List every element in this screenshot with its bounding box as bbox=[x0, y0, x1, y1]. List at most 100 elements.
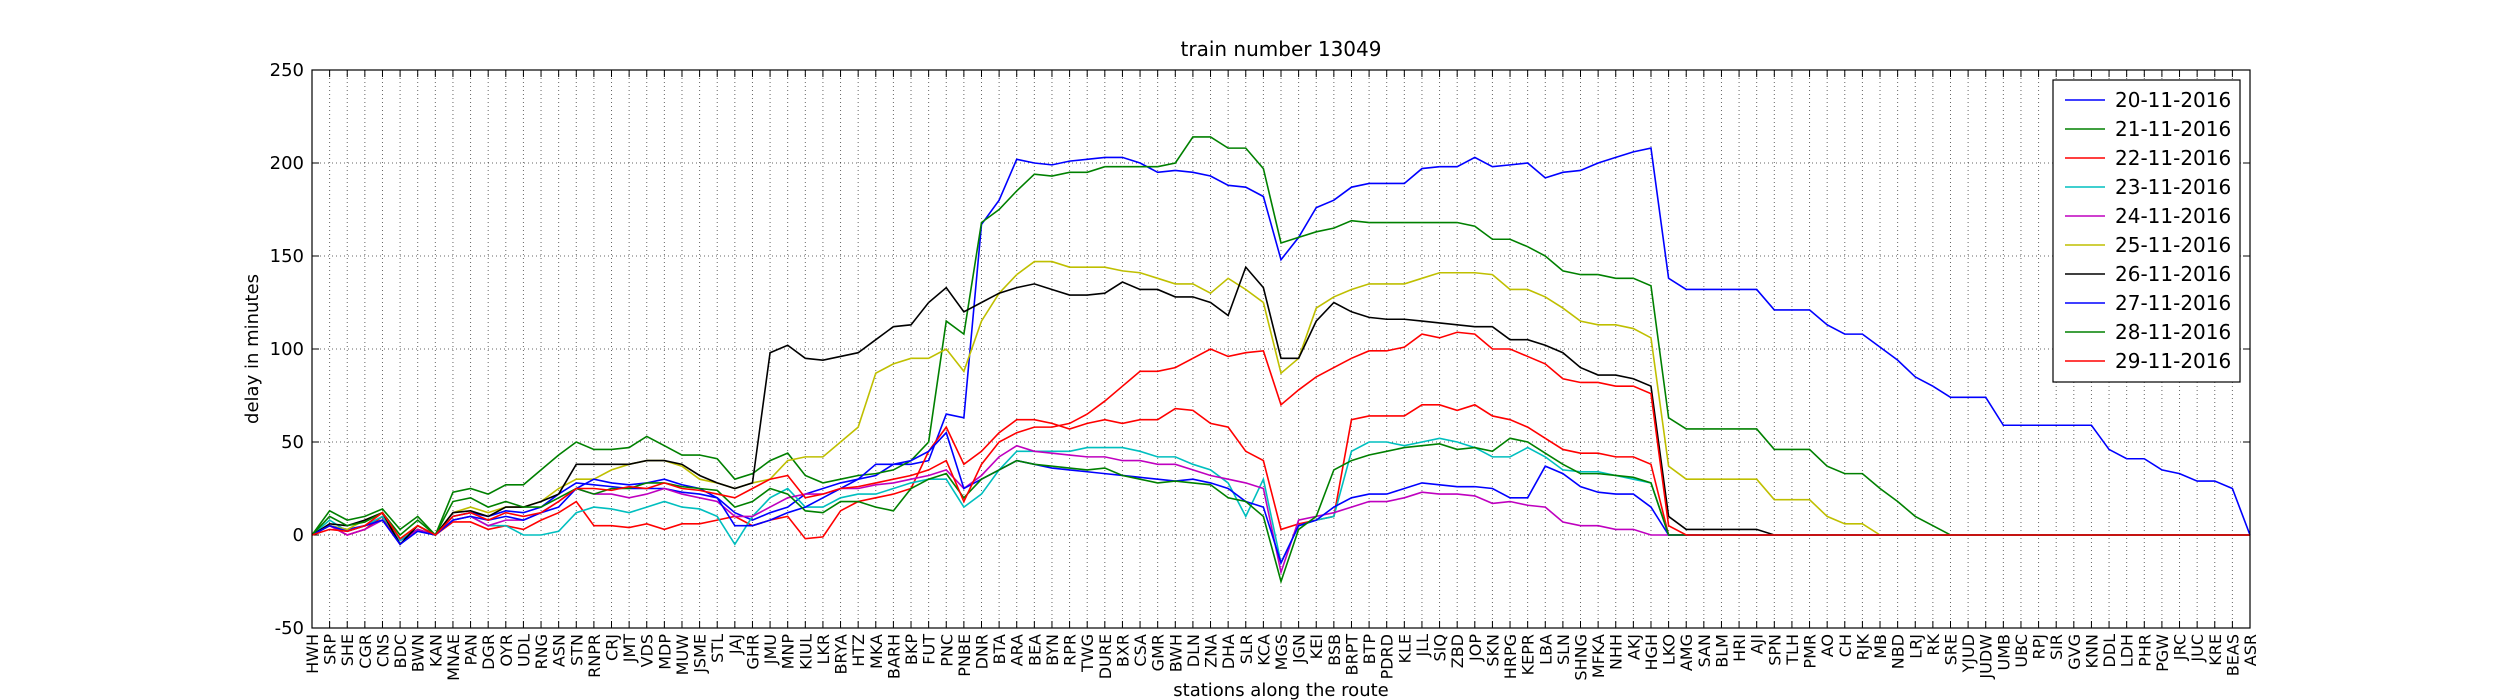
x-tick-label: PAN bbox=[462, 634, 481, 666]
x-tick-label: DGR bbox=[479, 634, 498, 670]
x-tick-label: LBA bbox=[1536, 634, 1555, 665]
x-tick-label: HRPG bbox=[1501, 634, 1520, 679]
legend-label: 20-11-2016 bbox=[2115, 88, 2231, 112]
x-tick-label: BRYA bbox=[832, 634, 851, 675]
x-tick-label: SHE bbox=[338, 634, 357, 666]
y-tick-label: 0 bbox=[293, 525, 304, 546]
legend-label: 21-11-2016 bbox=[2115, 117, 2231, 141]
x-tick-label: KLE bbox=[1395, 634, 1414, 664]
x-tick-label: KIUL bbox=[796, 634, 815, 670]
x-tick-label: BEA bbox=[1025, 634, 1044, 666]
x-tick-label: SHNG bbox=[1572, 634, 1591, 681]
x-tick-label: BSB bbox=[1325, 634, 1344, 666]
x-tick-label: JUC bbox=[2188, 634, 2207, 663]
x-axis-label: stations along the route bbox=[1173, 680, 1388, 700]
x-tick-label: BYN bbox=[1043, 634, 1062, 666]
x-tick-label: DDL bbox=[2100, 634, 2119, 668]
x-tick-label: DURE bbox=[1096, 634, 1115, 679]
series-line bbox=[311, 136, 2250, 537]
x-tick-label: NHH bbox=[1607, 634, 1626, 670]
x-tick-label: CNS bbox=[373, 634, 392, 667]
x-tick-label: KEI bbox=[1307, 634, 1326, 659]
x-tick-label: LDH bbox=[2118, 634, 2137, 667]
x-tick-label: TLH bbox=[1783, 634, 1802, 666]
x-tick-label: HTZ bbox=[849, 634, 868, 667]
y-tick-label: -50 bbox=[275, 618, 304, 639]
x-tick-label: SLR bbox=[1237, 634, 1256, 664]
x-tick-label: UMB bbox=[1994, 634, 2013, 671]
x-tick-label: GHR bbox=[743, 634, 762, 670]
x-tick-label: DNR bbox=[972, 634, 991, 669]
x-tick-label: MNAE bbox=[444, 634, 463, 681]
x-tick-label: JOP bbox=[1466, 634, 1485, 662]
x-tick-label: JGN bbox=[1290, 634, 1309, 664]
x-tick-label: RPR bbox=[1061, 634, 1080, 666]
x-tick-label: CH bbox=[1836, 634, 1855, 657]
x-tick-label: CGR bbox=[356, 634, 375, 669]
x-tick-label: KRE bbox=[2206, 634, 2225, 666]
x-tick-label: LKR bbox=[814, 634, 833, 665]
x-tick-label: PMR bbox=[1801, 634, 1820, 669]
x-tick-label: ZNA bbox=[1202, 634, 1221, 668]
x-tick-label: DHA bbox=[1219, 634, 1238, 669]
x-tick-label: MFKA bbox=[1589, 634, 1608, 678]
x-tick-label: UDL bbox=[514, 634, 533, 667]
x-tick-label: MDP bbox=[655, 634, 674, 670]
x-tick-label: FUT bbox=[920, 634, 939, 665]
x-tick-label: TWG bbox=[1078, 634, 1097, 673]
x-tick-label: NBD bbox=[1889, 634, 1908, 669]
x-tick-label: PHR bbox=[2135, 634, 2154, 667]
x-tick-label: JSME bbox=[691, 634, 710, 674]
y-axis-label: delay in minutes bbox=[242, 274, 263, 424]
x-tick-label: SRE bbox=[1941, 634, 1960, 665]
x-tick-label: SPN bbox=[1765, 634, 1784, 666]
x-tick-label: DLN bbox=[1184, 634, 1203, 667]
x-tick-label: SAN bbox=[1695, 634, 1714, 667]
legend: 20-11-2016 21-11-2016 22-11-2016 23-11-2016… bbox=[2052, 79, 2241, 383]
y-tick-label: 200 bbox=[270, 153, 304, 174]
x-tick-label: BKP bbox=[902, 634, 921, 665]
x-tick-label: ARA bbox=[1008, 634, 1027, 666]
x-tick-label: BRPT bbox=[1342, 634, 1361, 676]
legend-label: 28-11-2016 bbox=[2115, 320, 2231, 344]
x-tick-label: RJK bbox=[1853, 633, 1872, 660]
legend-label: 24-11-2016 bbox=[2115, 204, 2231, 228]
x-tick-label: LRJ bbox=[1906, 634, 1925, 659]
x-tick-label: ZBD bbox=[1448, 634, 1467, 668]
series-line bbox=[311, 147, 2251, 542]
x-tick-label: GMR bbox=[1149, 634, 1168, 671]
x-tick-label: ASN bbox=[550, 634, 569, 667]
x-tick-label: YJUD bbox=[1959, 634, 1978, 674]
x-tick-label: KEPR bbox=[1519, 634, 1538, 675]
x-tick-label: MB bbox=[1871, 634, 1890, 659]
plot-frame bbox=[311, 69, 2251, 629]
x-tick-label: BTA bbox=[990, 634, 1009, 665]
x-tick-label: STL bbox=[708, 634, 727, 663]
y-tick-label: 250 bbox=[270, 60, 304, 81]
x-tick-label: JMT bbox=[620, 634, 639, 664]
x-tick-label: HRI bbox=[1730, 634, 1749, 662]
legend-label: 27-11-2016 bbox=[2115, 291, 2231, 315]
x-tick-label: BEAS bbox=[2223, 634, 2242, 676]
x-tick-label: AKJ bbox=[1624, 634, 1643, 660]
x-tick-label: VDS bbox=[638, 634, 657, 667]
y-tick-label: 150 bbox=[270, 246, 304, 267]
x-tick-label: MUW bbox=[673, 634, 692, 676]
y-tick-label: 50 bbox=[281, 432, 304, 453]
x-tick-label: CRJ bbox=[603, 634, 622, 661]
legend-label: 29-11-2016 bbox=[2115, 349, 2231, 373]
x-tick-label: MNP bbox=[779, 634, 798, 670]
x-tick-label: PGW bbox=[2153, 634, 2172, 672]
legend-label: 22-11-2016 bbox=[2115, 146, 2231, 170]
x-tick-label: AO bbox=[1818, 634, 1837, 657]
series-line bbox=[311, 431, 2250, 566]
series-line bbox=[311, 331, 2250, 540]
x-tick-label: JLL bbox=[1413, 634, 1432, 658]
x-tick-label: BXR bbox=[1113, 634, 1132, 667]
x-tick-label: MKA bbox=[867, 634, 886, 669]
x-tick-label: BWH bbox=[1166, 634, 1185, 672]
x-tick-label: KCA bbox=[1254, 634, 1273, 666]
x-tick-label: OYR bbox=[497, 634, 516, 667]
x-tick-label: UBC bbox=[2012, 634, 2031, 668]
